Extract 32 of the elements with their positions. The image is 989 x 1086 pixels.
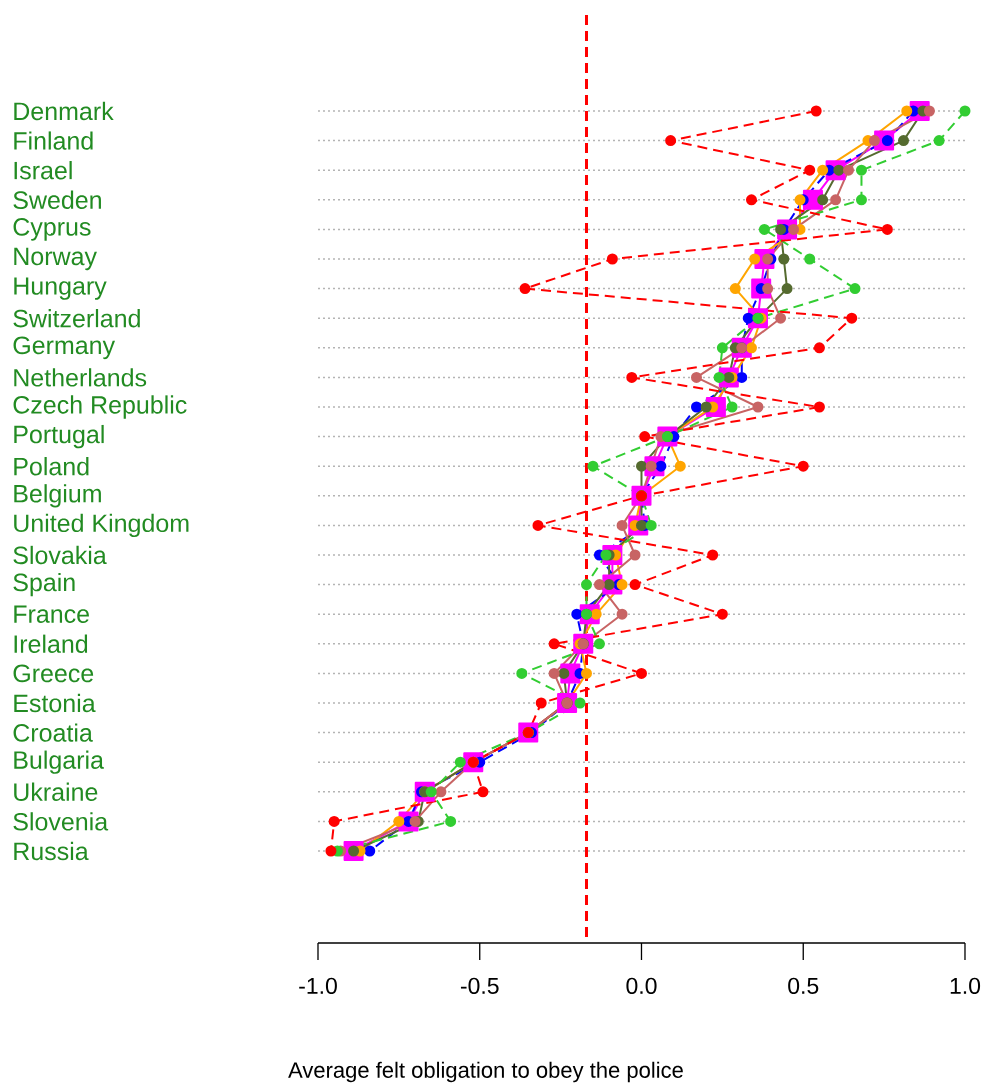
y-tick-label: Bulgaria bbox=[14, 750, 104, 774]
y-tick-label: Ireland bbox=[14, 634, 88, 653]
x-axis-title: Average felt obligation to obey the police bbox=[288, 1061, 683, 1083]
y-tick-label: Portugal bbox=[14, 424, 104, 449]
x-tick-label: 1.0 bbox=[950, 977, 981, 995]
y-tick-label: Sweden bbox=[13, 190, 101, 209]
y-tick-label: Switzerland bbox=[13, 309, 140, 328]
y-tick-label: Ukraine bbox=[14, 782, 98, 801]
x-tick-label: 0.0 bbox=[626, 977, 657, 995]
y-tick-label: Finland bbox=[14, 131, 93, 150]
x-tick-label: -1.0 bbox=[299, 977, 337, 995]
y-tick-label: Germany bbox=[13, 336, 116, 360]
y-tick-label: Poland bbox=[14, 457, 89, 476]
y-tick-label: Cyprus bbox=[13, 218, 91, 241]
y-tick-label: Croatia bbox=[13, 723, 93, 742]
y-tick-label: United Kingdom bbox=[14, 513, 189, 538]
y-tick-label: Greece bbox=[13, 664, 94, 683]
y-tick-label: France bbox=[14, 605, 89, 623]
y-tick-label: Estonia bbox=[14, 693, 96, 713]
y-tick-label: Denmark bbox=[14, 101, 114, 121]
x-tick-label: 0.5 bbox=[788, 977, 819, 995]
y-tick-label: Belgium bbox=[14, 484, 101, 508]
y-tick-label: Slovakia bbox=[13, 545, 107, 565]
y-tick-label: Israel bbox=[14, 161, 72, 180]
y-tick-label: Hungary bbox=[14, 277, 107, 300]
x-tick-label: -0.5 bbox=[460, 977, 499, 995]
y-tick-label: Czech Republic bbox=[13, 395, 187, 419]
y-tick-label: Spain bbox=[13, 572, 75, 597]
y-tick-label: Slovenia bbox=[13, 812, 109, 831]
y-tick-label: Norway bbox=[14, 247, 97, 271]
y-tick-label: Netherlands bbox=[14, 368, 147, 387]
y-tick-label: Russia bbox=[14, 841, 89, 861]
